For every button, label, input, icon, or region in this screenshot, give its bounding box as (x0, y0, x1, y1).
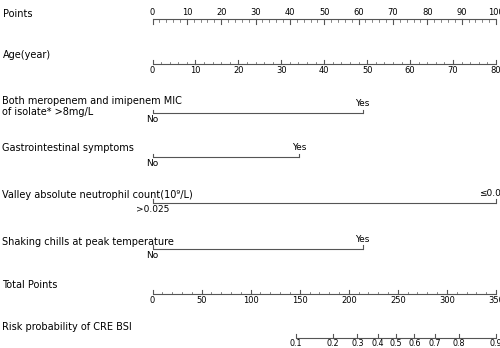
Text: 50: 50 (319, 8, 330, 17)
Text: 10: 10 (190, 66, 200, 75)
Text: 20: 20 (233, 66, 243, 75)
Text: 200: 200 (341, 296, 356, 305)
Text: 50: 50 (362, 66, 372, 75)
Text: 0.2: 0.2 (326, 339, 339, 348)
Text: 0.6: 0.6 (408, 339, 420, 348)
Text: 70: 70 (448, 66, 458, 75)
Text: 0.7: 0.7 (428, 339, 441, 348)
Text: 70: 70 (388, 8, 398, 17)
Text: 250: 250 (390, 296, 406, 305)
Text: Valley absolute neutrophil count(10⁹/L): Valley absolute neutrophil count(10⁹/L) (2, 190, 193, 200)
Text: 100: 100 (488, 8, 500, 17)
Text: Age(year): Age(year) (2, 50, 50, 61)
Text: Total Points: Total Points (2, 280, 58, 290)
Text: 80: 80 (490, 66, 500, 75)
Text: >0.025: >0.025 (136, 205, 169, 214)
Text: 40: 40 (319, 66, 330, 75)
Text: 20: 20 (216, 8, 226, 17)
Text: 0.5: 0.5 (390, 339, 402, 348)
Text: 0.8: 0.8 (453, 339, 466, 348)
Text: 10: 10 (182, 8, 192, 17)
Text: 0.1: 0.1 (290, 339, 302, 348)
Text: 50: 50 (196, 296, 207, 305)
Text: 0.4: 0.4 (372, 339, 384, 348)
Text: Gastrointestinal symptoms: Gastrointestinal symptoms (2, 143, 134, 153)
Text: 150: 150 (292, 296, 308, 305)
Text: 0: 0 (150, 8, 155, 17)
Text: 300: 300 (439, 296, 455, 305)
Text: 0: 0 (150, 296, 155, 305)
Text: 30: 30 (276, 66, 286, 75)
Text: 60: 60 (354, 8, 364, 17)
Text: 80: 80 (422, 8, 432, 17)
Text: 350: 350 (488, 296, 500, 305)
Text: Shaking chills at peak temperature: Shaking chills at peak temperature (2, 237, 174, 247)
Text: Yes: Yes (292, 143, 306, 152)
Text: Risk probability of CRE BSI: Risk probability of CRE BSI (2, 322, 132, 332)
Text: ≤0.025: ≤0.025 (480, 189, 500, 198)
Text: No: No (146, 251, 158, 260)
Text: Points: Points (2, 9, 32, 19)
Text: Yes: Yes (356, 99, 370, 108)
Text: 100: 100 (243, 296, 258, 305)
Text: 60: 60 (405, 66, 415, 75)
Text: Yes: Yes (356, 235, 370, 244)
Text: 0: 0 (150, 66, 155, 75)
Text: 0.3: 0.3 (351, 339, 364, 348)
Text: Both meropenem and imipenem MIC
of isolate* >8mg/L: Both meropenem and imipenem MIC of isola… (2, 96, 182, 117)
Text: No: No (146, 159, 158, 168)
Text: 90: 90 (456, 8, 467, 17)
Text: No: No (146, 115, 158, 124)
Text: 0.9: 0.9 (490, 339, 500, 348)
Text: 40: 40 (284, 8, 295, 17)
Text: 30: 30 (250, 8, 261, 17)
